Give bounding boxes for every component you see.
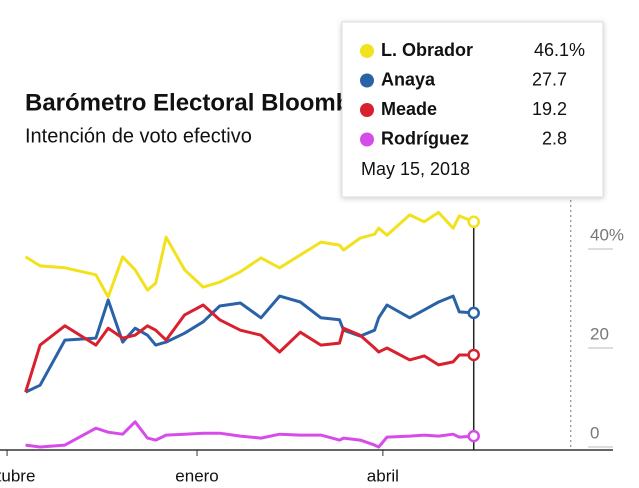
y-tick-label: 20 bbox=[590, 324, 609, 343]
tooltip-value: 19.2 bbox=[532, 99, 567, 119]
tooltip-box bbox=[341, 21, 604, 198]
tooltip-value: 27.7 bbox=[532, 69, 567, 89]
y-tick-label: 40% bbox=[590, 225, 624, 244]
x-tick-label: abril bbox=[367, 466, 399, 485]
hover-point bbox=[467, 306, 480, 320]
y-tick-label: 0 bbox=[590, 423, 599, 442]
tooltip-value: 2.8 bbox=[542, 128, 567, 148]
legend-name: Meade bbox=[381, 99, 437, 119]
series-line bbox=[24, 303, 474, 393]
hover-point bbox=[467, 348, 480, 362]
x-tick-label: enero bbox=[175, 466, 218, 485]
legend-dot bbox=[360, 44, 374, 58]
hover-point bbox=[467, 429, 480, 443]
tooltip-date: May 15, 2018 bbox=[361, 159, 470, 179]
legend-name: L. Obrador bbox=[381, 40, 473, 60]
legend-name: Rodríguez bbox=[381, 128, 469, 148]
series-line bbox=[25, 420, 474, 449]
series-line bbox=[24, 210, 475, 299]
tooltip-value: 46.1% bbox=[534, 40, 585, 60]
hover-point bbox=[467, 215, 480, 229]
legend-name: Anaya bbox=[381, 69, 436, 89]
chart-title: Barómetro Electoral Bloomberg bbox=[25, 89, 388, 116]
chart-subtitle: Intención de voto efectivo bbox=[25, 125, 252, 147]
legend-dot bbox=[360, 132, 374, 147]
x-tick-label: octubre bbox=[0, 466, 35, 485]
legend-dot bbox=[360, 103, 374, 117]
legend-dot bbox=[360, 73, 374, 88]
